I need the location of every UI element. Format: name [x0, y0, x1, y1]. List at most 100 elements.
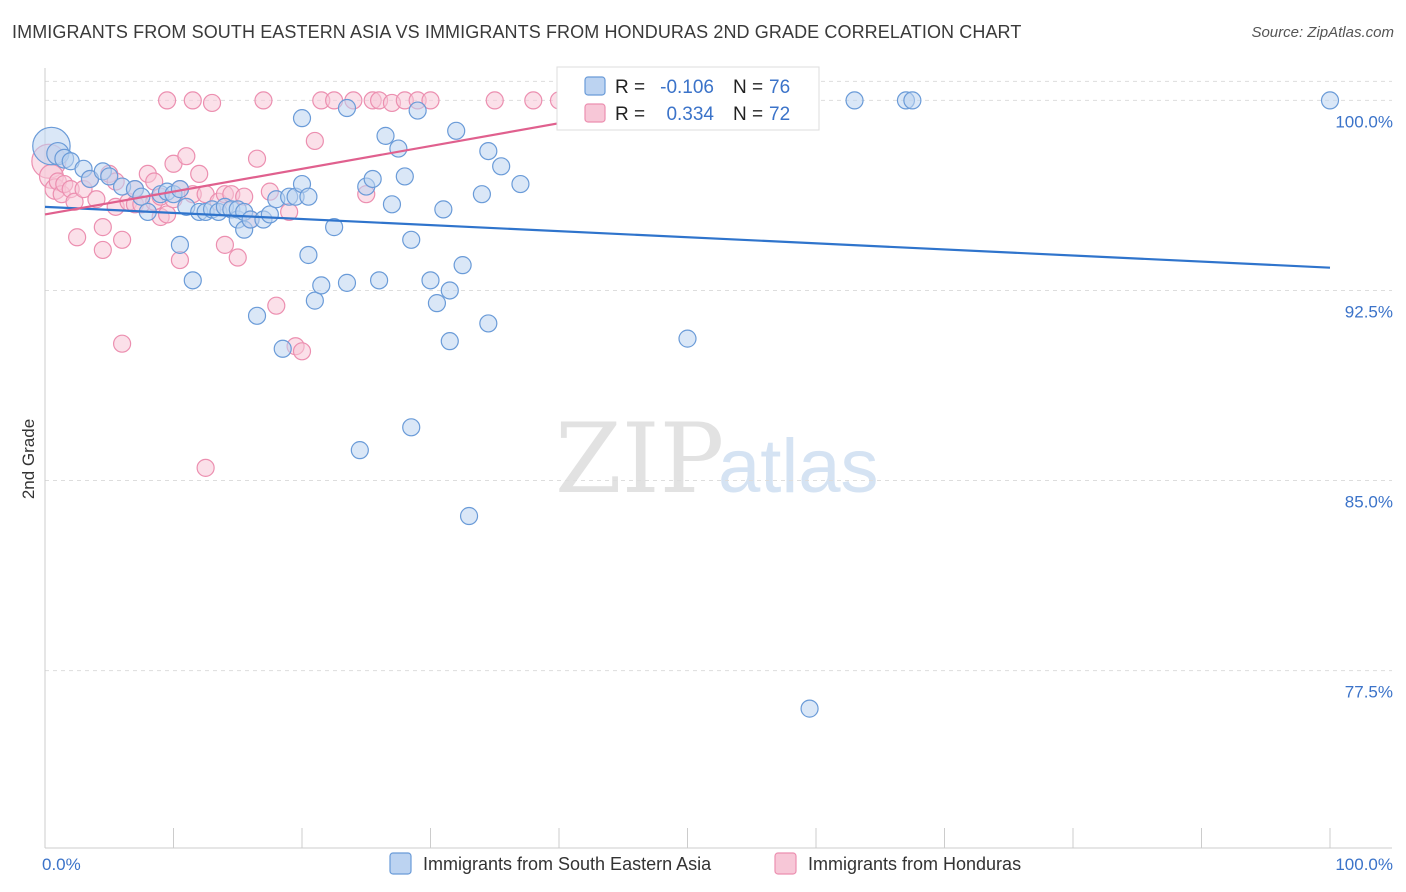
- point-honduras: [177, 147, 196, 166]
- point-honduras: [292, 342, 312, 361]
- x-tick-label: 0.0%: [42, 855, 81, 874]
- series-south-eastern-asia: [32, 91, 1340, 718]
- point-south-eastern-asia: [421, 271, 440, 290]
- point-south-eastern-asia: [376, 126, 395, 145]
- point-south-eastern-asia: [903, 91, 922, 110]
- point-honduras: [93, 240, 112, 260]
- stats-r-value: 0.334: [666, 104, 714, 125]
- point-south-eastern-asia: [434, 200, 453, 219]
- point-honduras: [183, 91, 202, 110]
- stats-r-label: R =: [615, 77, 645, 98]
- legend-label-south-eastern-asia: Immigrants from South Eastern Asia: [423, 854, 712, 874]
- point-honduras: [93, 218, 112, 237]
- stats-n-value: 76: [769, 77, 790, 98]
- point-south-eastern-asia: [408, 101, 427, 120]
- point-south-eastern-asia: [472, 185, 491, 204]
- y-axis-label: 2nd Grade: [19, 419, 38, 499]
- point-honduras: [247, 149, 267, 168]
- watermark-atlas: atlas: [718, 424, 879, 509]
- point-south-eastern-asia: [260, 205, 279, 224]
- point-south-eastern-asia: [170, 235, 190, 254]
- point-south-eastern-asia: [440, 281, 459, 300]
- stats-swatch: [584, 76, 606, 96]
- point-south-eastern-asia: [447, 121, 466, 140]
- point-honduras: [202, 93, 222, 113]
- y-tick-label: 100.0%: [1335, 112, 1393, 131]
- point-honduras: [254, 91, 273, 110]
- point-honduras: [267, 296, 286, 315]
- point-south-eastern-asia: [350, 441, 369, 460]
- stats-n-label: N =: [733, 77, 763, 98]
- stats-r-value: -0.106: [660, 77, 714, 98]
- y-tick-label: 92.5%: [1345, 302, 1393, 321]
- point-south-eastern-asia: [453, 256, 472, 275]
- source-credit: Source: ZipAtlas.com: [1251, 24, 1394, 41]
- point-honduras: [157, 205, 177, 224]
- point-south-eastern-asia: [440, 332, 459, 351]
- trend-line-south-eastern-asia: [44, 205, 1331, 269]
- x-tick-labels: 0.0% 100.0%: [42, 855, 1393, 874]
- y-tick-label: 77.5%: [1345, 683, 1393, 702]
- point-south-eastern-asia: [479, 314, 498, 333]
- point-honduras: [170, 250, 190, 270]
- legend-label-honduras: Immigrants from Honduras: [808, 854, 1021, 874]
- point-south-eastern-asia: [325, 218, 344, 237]
- point-honduras: [215, 235, 234, 254]
- legend-swatch-honduras: [774, 852, 797, 875]
- point-honduras: [524, 91, 543, 110]
- point-south-eastern-asia: [402, 230, 421, 249]
- watermark-zip: ZIP: [555, 403, 724, 515]
- point-south-eastern-asia: [299, 245, 318, 265]
- bottom-legend: Immigrants from South Eastern Asia Immigr…: [389, 852, 1021, 875]
- point-south-eastern-asia: [312, 276, 331, 295]
- point-south-eastern-asia: [1320, 91, 1340, 110]
- point-south-eastern-asia: [382, 195, 402, 214]
- point-honduras: [112, 334, 132, 353]
- point-south-eastern-asia: [845, 91, 864, 110]
- chart-title: IMMIGRANTS FROM SOUTH EASTERN ASIA VS IM…: [12, 22, 1022, 42]
- point-south-eastern-asia: [337, 273, 357, 292]
- gridlines: [45, 80, 1392, 672]
- point-south-eastern-asia: [402, 418, 421, 437]
- point-south-eastern-asia: [292, 109, 312, 128]
- point-south-eastern-asia: [100, 167, 119, 186]
- stats-n-label: N =: [733, 104, 763, 125]
- y-tick-labels: 100.0% 92.5% 85.0% 77.5%: [1335, 112, 1393, 701]
- point-honduras: [157, 91, 177, 110]
- point-south-eastern-asia: [247, 306, 267, 325]
- point-south-eastern-asia: [299, 187, 318, 206]
- axes: [44, 68, 1392, 849]
- stats-swatch: [584, 103, 606, 123]
- legend-swatch-south-eastern-asia: [389, 852, 412, 875]
- point-honduras: [68, 228, 87, 247]
- watermark: ZIP atlas: [555, 403, 879, 515]
- y-tick-label: 85.0%: [1345, 493, 1393, 512]
- point-south-eastern-asia: [337, 98, 357, 118]
- point-honduras: [190, 164, 209, 184]
- point-south-eastern-asia: [183, 271, 202, 290]
- stats-r-label: R =: [615, 104, 645, 125]
- x-tick-label: 100.0%: [1335, 855, 1393, 874]
- point-south-eastern-asia: [427, 294, 447, 313]
- point-south-eastern-asia: [479, 141, 498, 161]
- stats-legend: R = -0.106 N = 76 R = 0.334 N = 72: [556, 66, 820, 131]
- point-south-eastern-asia: [395, 167, 414, 186]
- point-honduras: [421, 91, 440, 110]
- stats-n-value: 72: [769, 104, 790, 125]
- point-honduras: [228, 248, 247, 267]
- point-south-eastern-asia: [305, 291, 324, 310]
- point-honduras: [485, 91, 504, 110]
- point-south-eastern-asia: [678, 329, 697, 348]
- point-south-eastern-asia: [273, 339, 292, 358]
- point-south-eastern-asia: [511, 174, 530, 194]
- point-south-eastern-asia: [492, 157, 511, 176]
- point-south-eastern-asia: [363, 169, 382, 189]
- point-south-eastern-asia: [459, 506, 479, 526]
- point-south-eastern-asia: [370, 271, 389, 290]
- point-south-eastern-asia: [389, 139, 408, 158]
- point-south-eastern-asia: [800, 699, 819, 718]
- point-honduras: [305, 131, 324, 151]
- point-honduras: [112, 230, 132, 249]
- point-honduras: [196, 458, 215, 477]
